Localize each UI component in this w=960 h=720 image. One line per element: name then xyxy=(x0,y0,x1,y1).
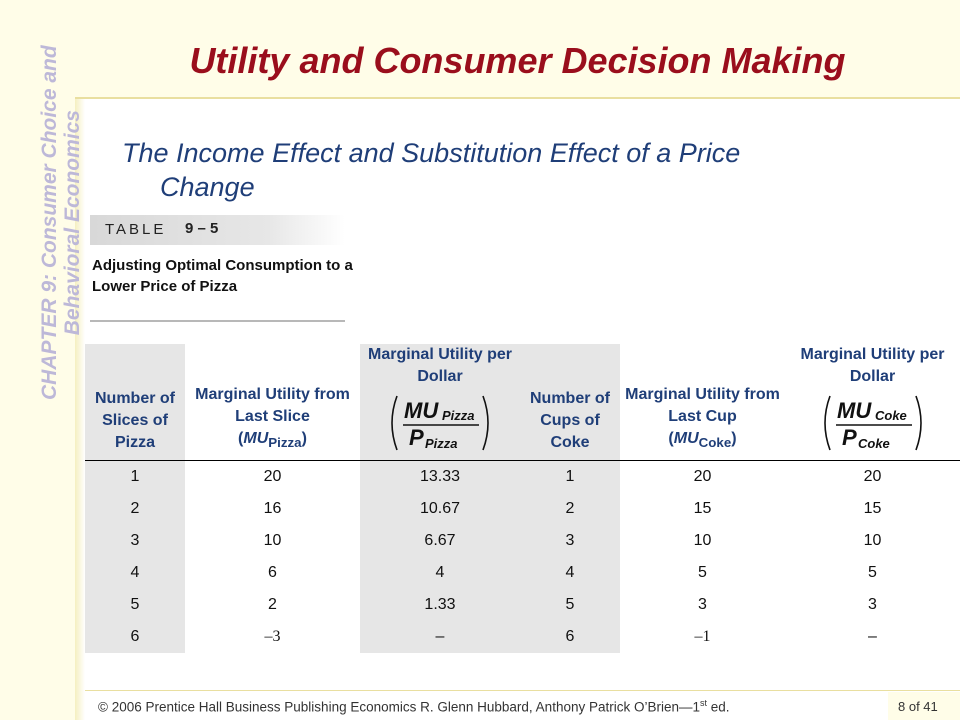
footer-copyright: © 2006 Prentice Hall Business Publishing… xyxy=(98,698,730,715)
table-caption: Adjusting Optimal Consumption to a Lower… xyxy=(92,257,353,295)
cell-mupd-pizza: – xyxy=(360,621,520,653)
frac-num-sub: Pizza xyxy=(442,408,475,423)
header-mu-per-dollar-coke: Marginal Utility per Dollar MU Coke P Co… xyxy=(785,344,960,461)
header-mupd-coke-text: Marginal Utility per Dollar xyxy=(800,346,945,385)
cell-mupd-coke: – xyxy=(868,628,877,645)
cell-mupd-coke: 10 xyxy=(863,532,882,549)
header-cups: Number of Cups of Coke xyxy=(520,344,620,461)
caption-divider xyxy=(90,320,345,322)
mu-sub: Pizza xyxy=(268,435,302,450)
page-number-box xyxy=(888,692,960,720)
mu-sub-coke: Coke xyxy=(698,435,732,450)
cell-mu-coke: 20 xyxy=(620,460,785,493)
footer-text: © 2006 Prentice Hall Business Publishing… xyxy=(98,699,700,715)
table-row: 3 10 6.67 3 10 10 xyxy=(85,525,960,557)
sidebar xyxy=(0,0,75,720)
utility-table: Number of Slices of Pizza Marginal Utili… xyxy=(85,344,960,653)
cell-mupd-pizza: 13.33 xyxy=(360,460,520,493)
title-divider xyxy=(75,97,960,99)
cell-slices: 1 xyxy=(85,460,185,493)
cell-mu-pizza: 16 xyxy=(263,500,282,517)
frac-den-coke: P xyxy=(842,425,857,450)
header-band xyxy=(75,0,960,97)
footer-divider xyxy=(85,690,960,691)
sidebar-gradient xyxy=(75,0,85,720)
cell-mupd-coke: 3 xyxy=(868,596,877,613)
cell-mupd-coke: 5 xyxy=(868,564,877,581)
table-row: 1 20 13.33 1 20 20 xyxy=(85,460,960,493)
cell-slices: 2 xyxy=(85,493,185,525)
cell-cups: 1 xyxy=(520,460,620,493)
header-slices: Number of Slices of Pizza xyxy=(85,344,185,461)
frac-den-sub-coke: Coke xyxy=(858,436,890,451)
cell-cups: 6 xyxy=(520,621,620,653)
subtitle-line-1: The Income Effect and Substitution Effec… xyxy=(122,138,741,168)
mu-symbol: MU xyxy=(243,429,269,447)
frac-den-sub: Pizza xyxy=(425,436,458,451)
cell-mu-coke: 10 xyxy=(693,532,712,549)
frac-num-coke: MU xyxy=(837,398,872,423)
cell-mupd-coke: 20 xyxy=(785,460,960,493)
cell-mu-coke: 15 xyxy=(693,500,712,517)
cell-mupd-pizza: 1.33 xyxy=(360,589,520,621)
table-row: 5 2 1.33 5 3 3 xyxy=(85,589,960,621)
header-mu-coke: Marginal Utility from Last Cup (MUCoke) xyxy=(625,385,780,450)
cell-mu-coke: 5 xyxy=(698,564,707,581)
fraction-pizza: MU Pizza P Pizza xyxy=(391,395,489,451)
cell-mu-pizza: 6 xyxy=(268,564,277,581)
cell-cups: 5 xyxy=(520,589,620,621)
chapter-line-1: CHAPTER 9: Consumer Choice and xyxy=(38,45,61,400)
cell-slices: 3 xyxy=(85,525,185,557)
cell-mu-coke: 3 xyxy=(698,596,707,613)
header-mupd-pizza-text: Marginal Utility per Dollar xyxy=(367,346,513,385)
cell-slices: 6 xyxy=(85,621,185,653)
fraction-coke: MU Coke P Coke xyxy=(823,395,922,451)
cell-mu-pizza: 10 xyxy=(263,532,282,549)
header-mu-pizza-text: Marginal Utility from Last Slice xyxy=(195,385,350,425)
cell-cups: 3 xyxy=(520,525,620,557)
table-tag: TABLE 9 – 5 xyxy=(90,215,345,245)
cell-mu-pizza: 20 xyxy=(185,460,360,493)
cell-slices: 4 xyxy=(85,557,185,589)
mu-symbol-coke: MU xyxy=(673,429,699,447)
cell-mupd-pizza: 4 xyxy=(360,557,520,589)
page-number: 8 of 41 xyxy=(898,699,938,714)
cell-mupd-pizza: 6.67 xyxy=(360,525,520,557)
cell-mu-pizza: –3 xyxy=(264,628,281,645)
header-mu-per-dollar-pizza: Marginal Utility per Dollar MU Pizza P P… xyxy=(360,344,520,461)
cell-mu-coke: –1 xyxy=(694,628,711,645)
slide-subtitle: The Income Effect and Substitution Effec… xyxy=(122,136,902,204)
header-mu-pizza: Marginal Utility from Last Slice (MUPizz… xyxy=(195,385,350,450)
footer-sup: st xyxy=(700,698,708,708)
cell-mu-pizza: 2 xyxy=(268,596,277,613)
subtitle-line-2: Change xyxy=(160,172,255,202)
cell-mupd-coke: 15 xyxy=(863,500,882,517)
cell-mupd-pizza: 10.67 xyxy=(360,493,520,525)
slide-title: Utility and Consumer Decision Making xyxy=(189,40,846,81)
footer-suffix: ed. xyxy=(707,699,730,715)
table-row: 4 6 4 4 5 5 xyxy=(85,557,960,589)
table-row: 2 16 10.67 2 15 15 xyxy=(85,493,960,525)
table-header-row: Number of Slices of Pizza Marginal Utili… xyxy=(85,344,960,461)
frac-den: P xyxy=(409,425,424,450)
cell-cups: 4 xyxy=(520,557,620,589)
cell-cups: 2 xyxy=(520,493,620,525)
frac-num-sub-coke: Coke xyxy=(875,408,907,423)
frac-num: MU xyxy=(404,398,439,423)
table-word: TABLE xyxy=(105,221,167,238)
table-row: 6 –3 – 6 –1 – xyxy=(85,621,960,653)
table-number: 9 – 5 xyxy=(185,220,219,237)
cell-slices: 5 xyxy=(85,589,185,621)
header-mu-coke-text: Marginal Utility from Last Cup xyxy=(625,385,780,425)
